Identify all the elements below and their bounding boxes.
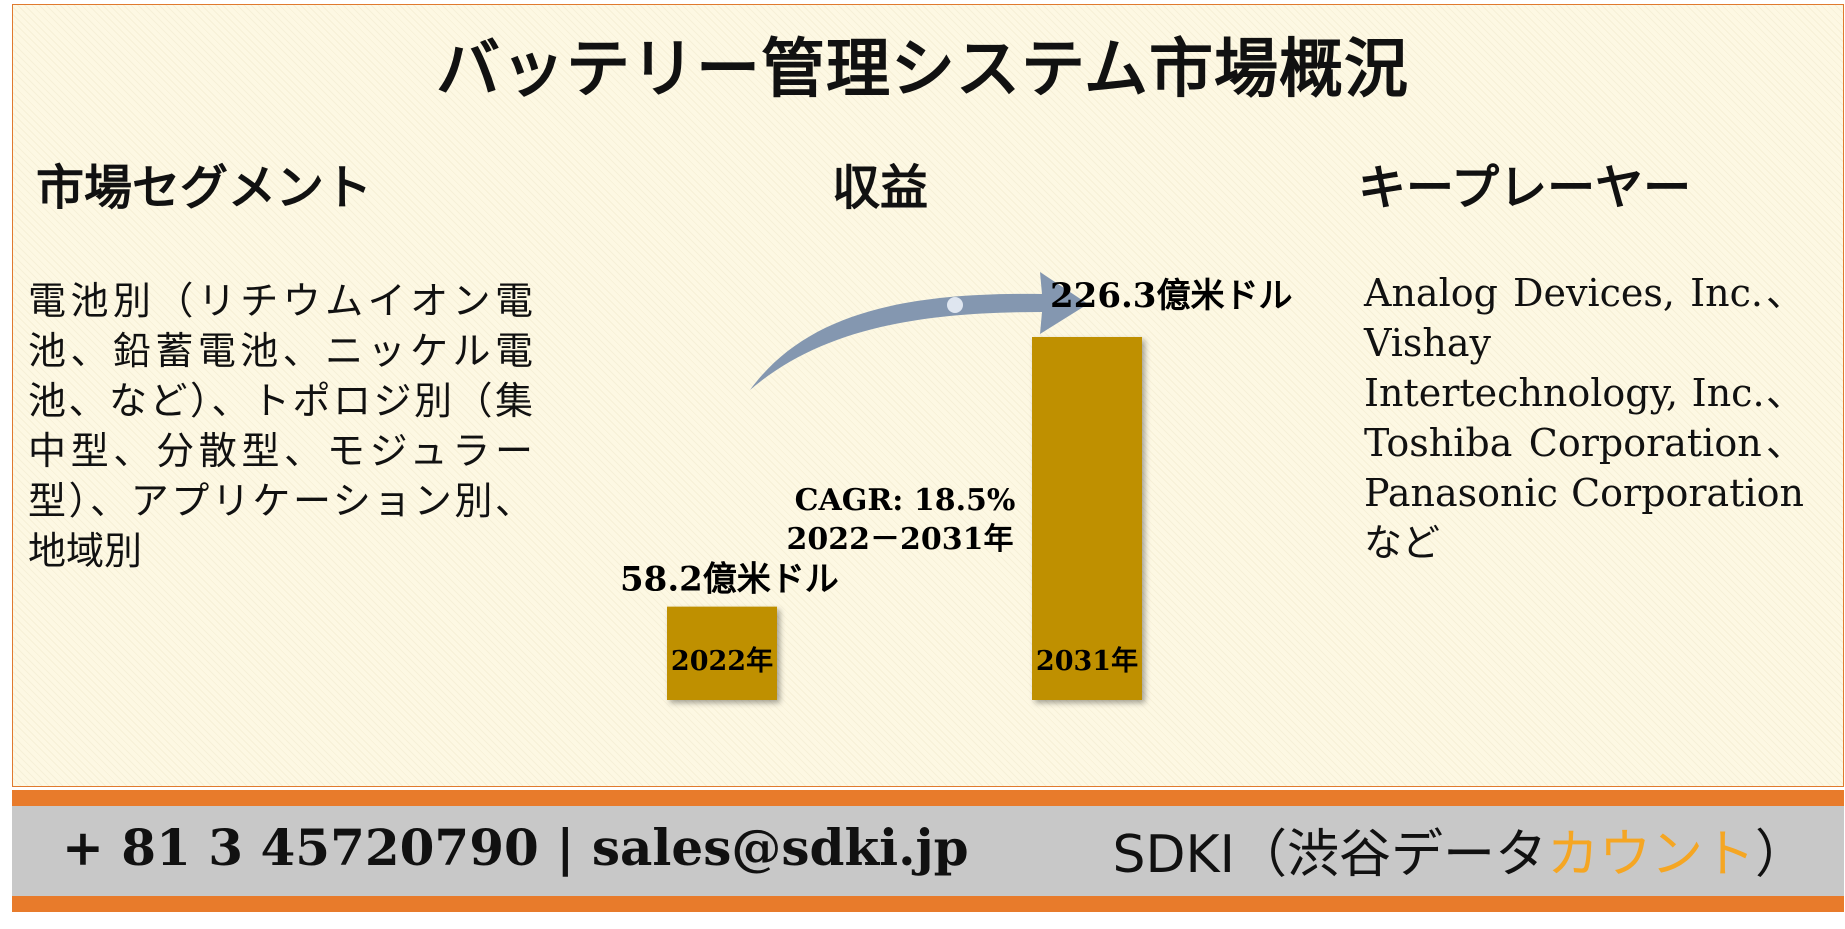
- segment-text: 電池別（リチウムイオン電池、鉛蓄電池、ニッケル電池、など）、トポロジ別（集中型、…: [28, 279, 533, 573]
- value-label-2022: 58.2億米ドル: [620, 560, 839, 600]
- brand-end: ）: [1754, 825, 1807, 885]
- bar-2031: [1032, 337, 1142, 700]
- category-label-2031: 2031年: [1036, 645, 1138, 677]
- value-label-2031: 226.3億米ドル: [1050, 276, 1292, 316]
- segment-heading: 市場セグメント: [36, 160, 373, 216]
- players-heading: キープレーヤー: [1358, 160, 1692, 216]
- contact-info: + 81 3 45720790 | sales@sdki.jp: [62, 818, 969, 877]
- revenue-chart: 58.2億米ドル 226.3億米ドル 2022年 2031年 CAGR: 18.…: [620, 272, 1292, 700]
- growth-arrow: [750, 272, 1088, 390]
- contact-separator: |: [556, 818, 575, 877]
- phone-number: + 81 3 45720790: [62, 818, 539, 877]
- email-link[interactable]: sales@sdki.jp: [591, 818, 969, 877]
- bar-2022: [667, 606, 777, 700]
- footer-bar: [12, 806, 1844, 896]
- page-title: バッテリー管理システム市場概況: [435, 32, 1410, 107]
- arrow-dot: [947, 297, 963, 313]
- category-label-2022: 2022年: [671, 645, 773, 677]
- content-panel: [12, 4, 1844, 787]
- brand-name: SDKI（渋谷データカウント）: [1112, 812, 1807, 887]
- cagr-period: 2022－2031年: [787, 522, 1014, 557]
- key-players-text: Analog Devices, Inc.、Vishay Intertechnol…: [1364, 271, 1804, 565]
- cagr-label: CAGR: 18.5%: [795, 483, 1016, 518]
- revenue-heading: 収益: [832, 160, 929, 216]
- brand-accent: カウント: [1546, 825, 1755, 885]
- brand-main: SDKI（渋谷データ: [1112, 825, 1547, 885]
